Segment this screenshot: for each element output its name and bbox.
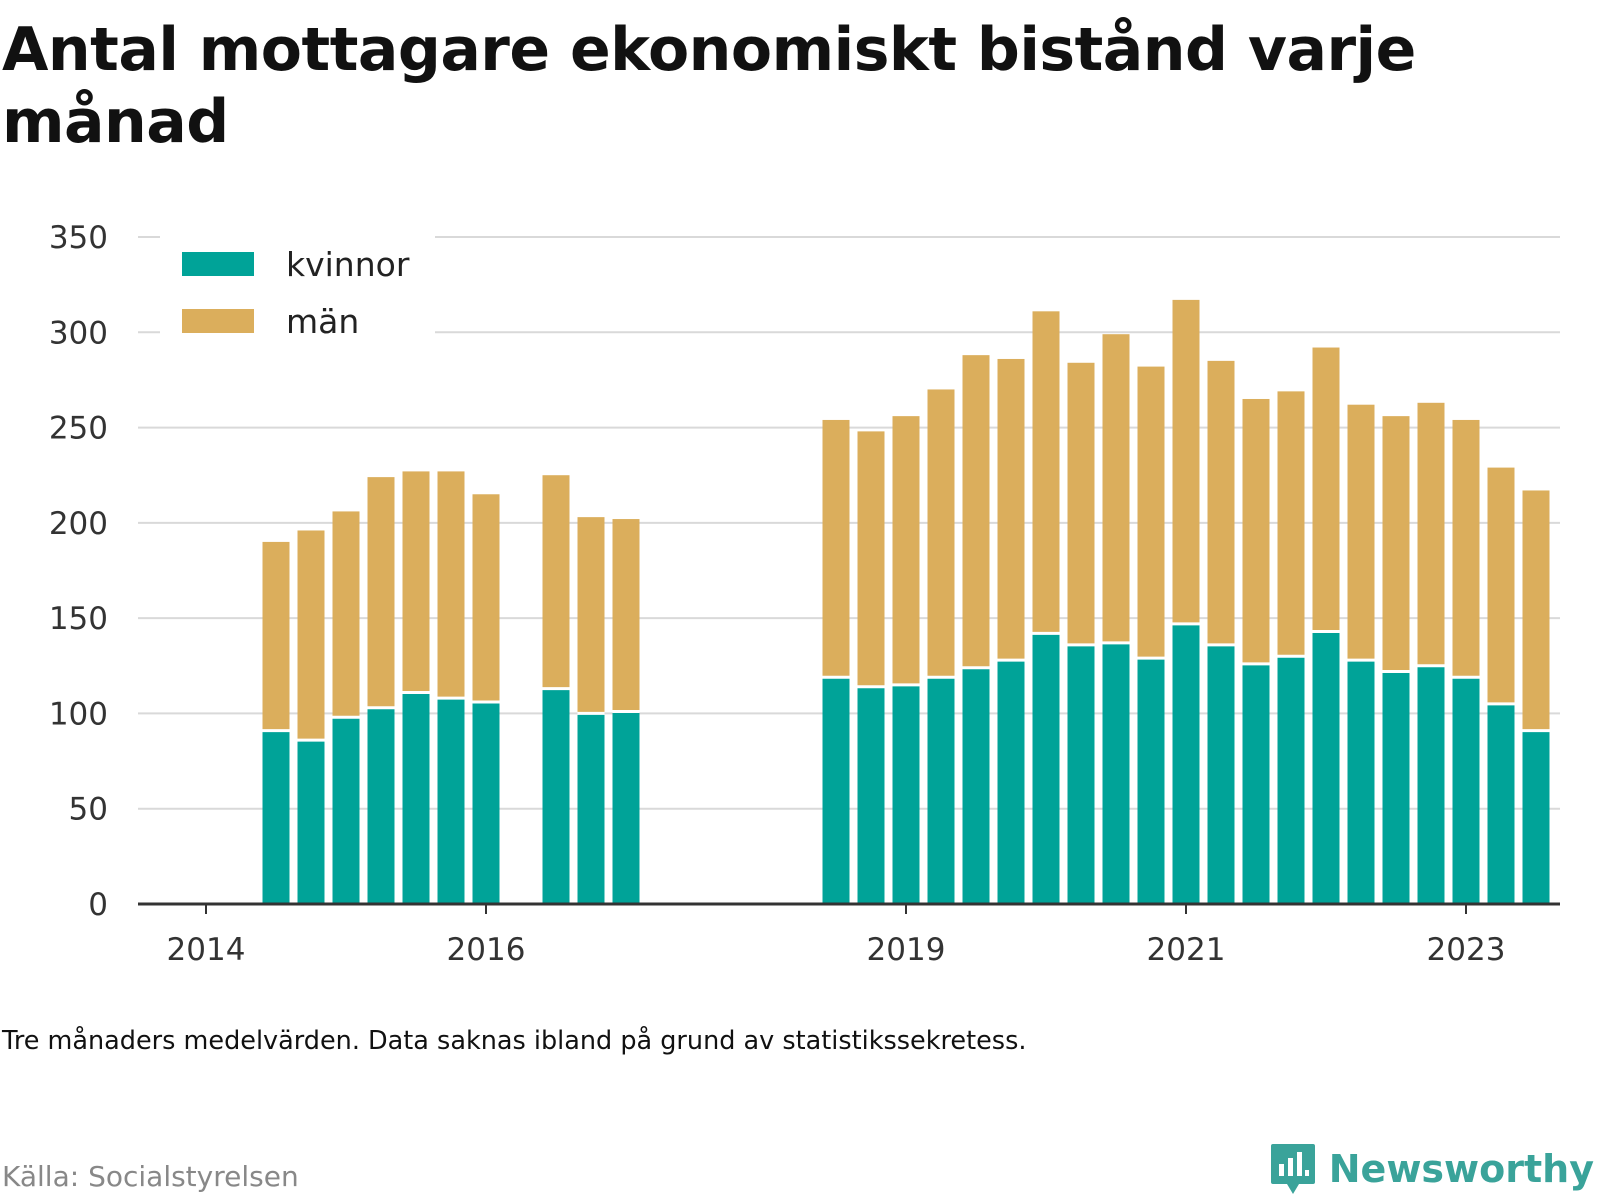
bar-segment-kvinnor (1417, 665, 1445, 904)
axes: 2014 2016 2019 2021 2023 (138, 902, 1560, 968)
legend-swatch (182, 252, 254, 276)
bar-segment-kvinnor (927, 677, 955, 904)
bar-segment-kvinnor (1102, 642, 1130, 904)
bar-segment-kvinnor (1067, 644, 1095, 904)
bar-segment-kvinnor (1242, 663, 1270, 904)
y-tick-label: 100 (49, 696, 108, 732)
source-credit: Källa: Socialstyrelsen (2, 1160, 299, 1193)
x-tick-label: 2016 (447, 932, 526, 968)
bar-segment-kvinnor (367, 707, 395, 904)
chart-note: Tre månaders medelvärden. Data saknas ib… (2, 1026, 1027, 1056)
bar-segment-man (1312, 347, 1340, 632)
bar-segment-kvinnor (402, 692, 430, 904)
bar-segment-kvinnor (1137, 658, 1165, 904)
bar-segment-man (1522, 490, 1550, 731)
bar-segment-man (437, 471, 465, 699)
bar-segment-man (1347, 404, 1375, 661)
bar-segment-kvinnor (1277, 656, 1305, 904)
bar-segment-man (1067, 362, 1095, 645)
bar-segment-kvinnor (542, 688, 570, 904)
bar-segment-man (1452, 419, 1480, 678)
brand-name: Newsworthy (1328, 1147, 1594, 1191)
y-tick-label: 50 (69, 792, 108, 828)
bar-segment-man (1277, 391, 1305, 657)
bar-segment-kvinnor (1207, 644, 1235, 904)
chart-title: Antal mottagare ekonomiskt bistånd varje… (2, 15, 1416, 157)
legend: kvinnor män (160, 228, 435, 346)
bar-segment-man (367, 477, 395, 708)
x-tick-label: 2019 (867, 932, 946, 968)
bar-segment-man (857, 431, 885, 687)
bar-segment-kvinnor (1312, 631, 1340, 904)
bar-segment-man (822, 419, 850, 678)
bar-segment-kvinnor (437, 698, 465, 904)
bar-segment-kvinnor (1452, 677, 1480, 904)
bar-segment-man (1137, 366, 1165, 659)
bar-segment-kvinnor (612, 711, 640, 904)
y-tick-label: 300 (49, 315, 108, 351)
bar-segment-kvinnor (332, 717, 360, 904)
bar-segment-man (1172, 299, 1200, 624)
bar-segment-man (1102, 334, 1130, 643)
bar-segment-man (1032, 311, 1060, 634)
x-tick-label: 2023 (1427, 932, 1506, 968)
bar-segment-kvinnor (1382, 671, 1410, 904)
bar-segment-kvinnor (1032, 633, 1060, 904)
x-tick-label: 2021 (1147, 932, 1226, 968)
bar-segment-man (297, 530, 325, 741)
bar-segment-man (1242, 398, 1270, 664)
bar-segment-man (997, 358, 1025, 661)
bar-segment-kvinnor (857, 686, 885, 904)
bar-segment-kvinnor (997, 660, 1025, 904)
legend-swatch (182, 309, 254, 333)
bar-segment-man (962, 355, 990, 668)
bar-segment-kvinnor (1172, 623, 1200, 904)
bar-segment-kvinnor (297, 740, 325, 904)
bar-segment-man (892, 416, 920, 685)
bar-segment-man (1207, 360, 1235, 645)
legend-label: kvinnor (286, 245, 410, 284)
legend-label: män (286, 302, 359, 341)
y-tick-label: 200 (49, 506, 108, 542)
bar-segment-kvinnor (472, 701, 500, 904)
y-tick-label: 350 (49, 220, 108, 256)
y-tick-label: 150 (49, 601, 108, 637)
bar-segment-man (542, 475, 570, 689)
y-tick-label: 0 (88, 887, 108, 923)
bar-chart-logo-icon (1270, 1144, 1315, 1194)
bar-segment-kvinnor (577, 713, 605, 904)
bar-segment-man (472, 494, 500, 702)
bar-segment-man (1382, 416, 1410, 672)
bar-segment-man (612, 519, 640, 712)
x-tick-label: 2014 (167, 932, 246, 968)
y-tick-label: 250 (49, 411, 108, 447)
bar-segment-man (1417, 402, 1445, 666)
bar-segment-kvinnor (262, 730, 290, 904)
bar-segment-kvinnor (1347, 660, 1375, 904)
brand: Newsworthy (1269, 1142, 1594, 1196)
bar-segment-man (1487, 467, 1515, 704)
bar-segment-man (577, 517, 605, 714)
bar-segment-man (927, 389, 955, 678)
bar-segment-man (332, 511, 360, 718)
bar-segment-kvinnor (962, 667, 990, 904)
bar-segment-man (402, 471, 430, 693)
bar-segment-kvinnor (822, 677, 850, 904)
bar-segment-kvinnor (892, 684, 920, 904)
bar-segment-man (262, 541, 290, 731)
bar-segment-kvinnor (1487, 703, 1515, 904)
bar-stacks (262, 299, 1550, 904)
bar-segment-kvinnor (1522, 730, 1550, 904)
